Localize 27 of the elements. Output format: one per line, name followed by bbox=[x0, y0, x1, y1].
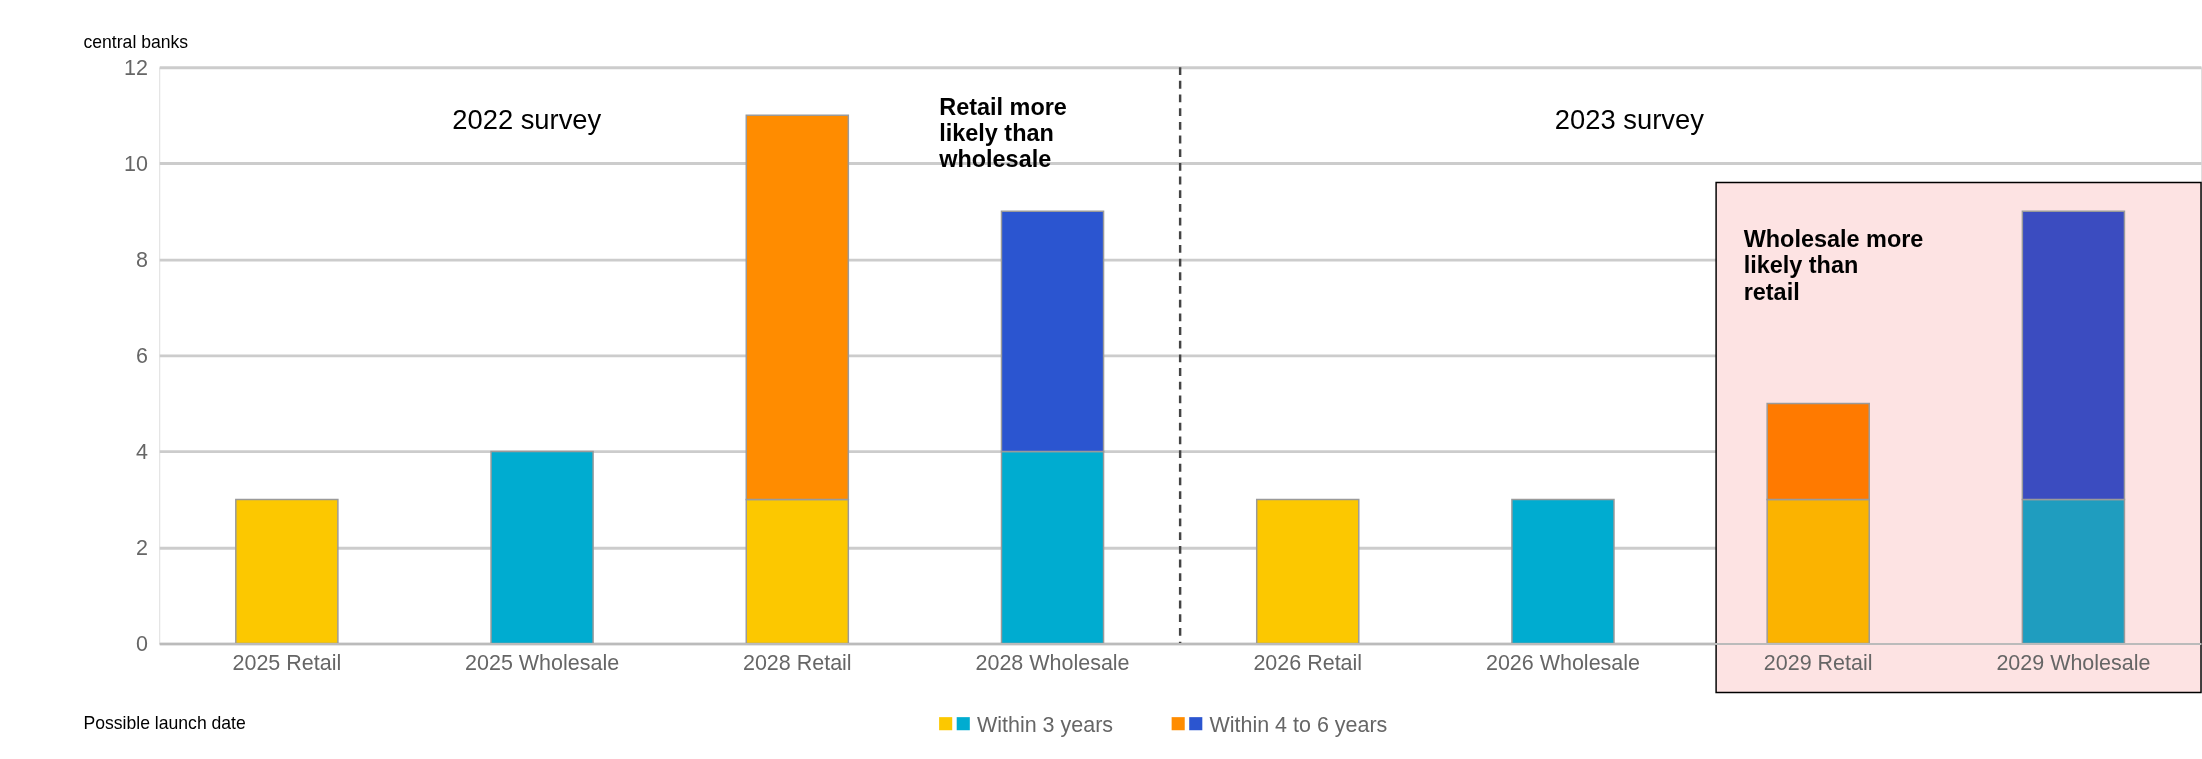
y-tick-label: 6 bbox=[136, 343, 148, 368]
annotation: 2022 survey bbox=[452, 104, 602, 136]
x-tick-label: 2029 Wholesale bbox=[1996, 651, 2151, 676]
x-tick-label: 2026 Wholesale bbox=[1485, 651, 1640, 676]
bar bbox=[1511, 498, 1615, 645]
y-tick-label: 8 bbox=[136, 247, 149, 272]
annotation: Wholesale more likely than retail bbox=[1743, 226, 1924, 305]
y-tick-label: 4 bbox=[136, 439, 149, 464]
bar bbox=[1255, 498, 1360, 645]
annotation: 2023 survey bbox=[1554, 104, 1705, 136]
bar bbox=[490, 450, 594, 645]
x-tick-label: 2028 Wholesale bbox=[975, 651, 1130, 676]
y-tick-label: 0 bbox=[136, 631, 149, 656]
x-tick-label: 2026 Retail bbox=[1253, 651, 1363, 676]
x-axis-title: Possible launch date bbox=[83, 713, 246, 734]
x-tick-label: 2028 Retail bbox=[742, 651, 852, 676]
legend-label: Within 4 to 6 years bbox=[1209, 712, 1388, 737]
bar bbox=[235, 498, 339, 645]
annotation: Retail more likely than wholesale bbox=[938, 93, 1067, 173]
y-tick-label: 2 bbox=[136, 535, 148, 560]
legend-label: Within 3 years bbox=[976, 712, 1114, 737]
x-tick-label: 2029 Retail bbox=[1763, 651, 1873, 676]
y-tick-label: 10 bbox=[124, 151, 149, 176]
x-tick-label: 2025 Wholesale bbox=[465, 651, 620, 676]
y-axis-title: central banks bbox=[83, 32, 189, 53]
y-tick-label: 12 bbox=[124, 55, 148, 80]
x-tick-label: 2025 Retail bbox=[232, 651, 342, 676]
